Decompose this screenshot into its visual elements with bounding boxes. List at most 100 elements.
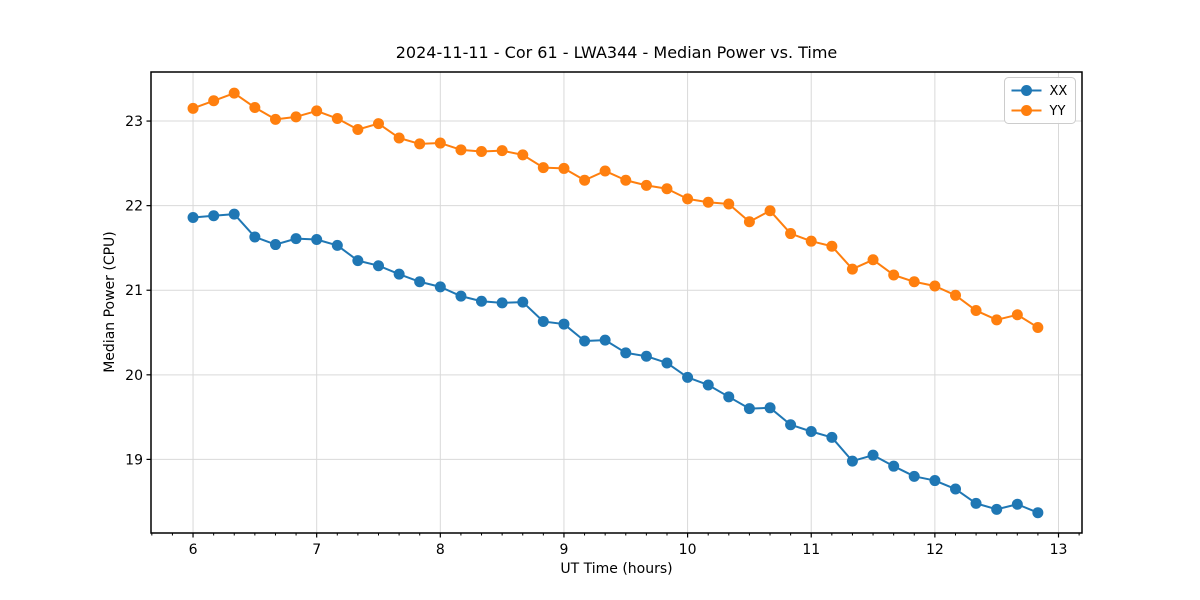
series-XX-marker: [1032, 507, 1044, 519]
series-XX-marker: [290, 233, 302, 245]
series-YY-marker: [908, 276, 920, 288]
series-YY-marker: [496, 145, 508, 157]
series-XX-marker: [558, 318, 570, 330]
series-YY-marker: [620, 174, 632, 186]
series-XX-marker: [702, 379, 714, 391]
series-YY-marker: [475, 146, 487, 158]
legend-label-YY: YY: [1049, 104, 1066, 119]
series-XX-marker: [434, 281, 446, 293]
series-YY-marker: [661, 183, 673, 195]
x-tick-label-11: 11: [802, 542, 820, 558]
series-YY-line: [192, 92, 1039, 329]
y-tick-label-19: 19: [125, 452, 143, 468]
series-YY-marker: [743, 216, 755, 228]
x-tick-label-9: 9: [559, 542, 568, 558]
series-YY-marker: [208, 95, 220, 107]
series-YY-marker: [1011, 309, 1023, 321]
series-XX-marker: [991, 503, 1003, 515]
series-YY-marker: [414, 138, 426, 150]
series-YY-marker: [888, 269, 900, 281]
series-XX-marker: [331, 239, 343, 251]
series-YY-marker: [270, 113, 282, 125]
series-YY-marker: [970, 305, 982, 317]
series-YY-marker: [455, 144, 467, 156]
series-XX-marker: [1011, 498, 1023, 510]
series-XX-marker: [537, 316, 549, 328]
series-YY-marker: [1032, 321, 1044, 333]
series-XX-marker: [372, 260, 384, 272]
series-YY-marker: [517, 149, 529, 161]
series-XX-marker: [579, 335, 591, 347]
x-tick-label-12: 12: [926, 542, 944, 558]
series-XX-marker: [970, 497, 982, 509]
series-YY-marker: [846, 263, 858, 275]
series-YY-marker: [867, 254, 879, 266]
series-YY-marker: [723, 198, 735, 210]
y-tick-label-21: 21: [125, 283, 143, 299]
series-XX-marker: [764, 402, 776, 414]
y-tick-label-22: 22: [125, 199, 143, 215]
series-XX-marker: [414, 276, 426, 288]
series-YY-marker: [785, 228, 797, 240]
series-XX-marker: [846, 455, 858, 467]
series-YY-marker: [764, 205, 776, 217]
series-YY-marker: [805, 235, 817, 247]
legend-marker-XX: [1021, 85, 1032, 96]
series-YY-marker: [579, 174, 591, 186]
series-YY-marker: [640, 179, 652, 191]
series-XX-marker: [208, 210, 220, 222]
x-axis-label: UT Time (hours): [560, 561, 673, 577]
series-XX-marker: [950, 483, 962, 495]
series-XX-marker: [743, 403, 755, 415]
series-XX-marker: [187, 211, 199, 223]
series-YY-marker: [290, 111, 302, 123]
x-tick-label-6: 6: [189, 542, 198, 558]
legend-label-XX: XX: [1050, 84, 1068, 99]
series-XX-marker: [311, 233, 323, 245]
y-tick-label-20: 20: [125, 368, 143, 384]
y-axis-label: Median Power (CPU): [102, 231, 118, 373]
series-XX-marker: [929, 475, 941, 487]
series-XX-marker: [249, 231, 261, 243]
series-YY-marker: [826, 240, 838, 252]
series-XX-marker: [393, 268, 405, 280]
series-YY-marker: [311, 105, 323, 117]
x-tick-label-8: 8: [436, 542, 445, 558]
series-XX-marker: [517, 296, 529, 308]
series-YY-marker: [929, 280, 941, 292]
series-YY-marker: [950, 289, 962, 301]
x-tick-label-7: 7: [312, 542, 321, 558]
series-XX-marker: [661, 357, 673, 369]
plot-border: [150, 71, 1083, 534]
series-YY-marker: [352, 124, 364, 136]
series-XX-marker: [682, 371, 694, 383]
series-YY-marker: [599, 165, 611, 177]
series-XX-marker: [455, 290, 467, 302]
series-XX-line: [192, 213, 1039, 514]
series-YY-marker: [372, 118, 384, 130]
series-YY-marker: [537, 162, 549, 174]
series-XX-marker: [352, 255, 364, 267]
series-XX-marker: [496, 297, 508, 309]
series-XX-marker: [785, 419, 797, 431]
series-YY-marker: [393, 132, 405, 144]
series-XX-marker: [805, 425, 817, 437]
series-YY-marker: [991, 314, 1003, 326]
series-XX-marker: [723, 391, 735, 403]
legend-marker-YY: [1021, 105, 1032, 116]
series-YY-marker: [682, 193, 694, 205]
series-XX-marker: [640, 350, 652, 362]
series-XX-marker: [888, 460, 900, 472]
chart-title: 2024-11-11 - Cor 61 - LWA344 - Median Po…: [395, 43, 838, 62]
series-YY-marker: [702, 196, 714, 208]
series-XX-marker: [228, 208, 240, 220]
series-YY-marker: [249, 102, 261, 114]
series-XX-marker: [475, 295, 487, 307]
series-XX-marker: [620, 347, 632, 359]
series-XX-marker: [270, 239, 282, 251]
series-XX-marker: [908, 470, 920, 482]
series-YY-marker: [187, 102, 199, 114]
series-XX-marker: [826, 431, 838, 443]
